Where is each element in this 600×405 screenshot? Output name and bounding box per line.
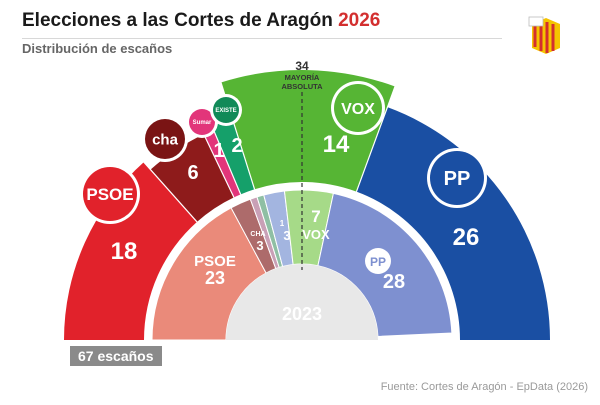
party-logo-2026-sumar-icon: Sumar — [186, 106, 218, 138]
page-subtitle: Distribución de escaños — [22, 41, 173, 56]
party-logo-2023-pp-icon — [365, 248, 391, 274]
seat-count-2026-cha: 6 — [187, 162, 198, 184]
seat-count-2026-existe: 2 — [231, 135, 242, 157]
majority-label-line2: ABSOLUTA — [281, 82, 323, 91]
party-logo-2026-vox-icon: VOX — [331, 81, 385, 135]
party-logo-2023-pp: PP — [370, 255, 386, 269]
inner-ring-year-label: 2023 — [282, 304, 322, 324]
party-logo-2026-cha-icon: cha — [142, 116, 188, 162]
seat-count-2023-cha: 3 — [256, 238, 263, 253]
seat-count-2023-vox: 7 — [311, 207, 320, 226]
total-seats-badge: 67 escaños — [70, 346, 162, 366]
seat-arc-2026-psoe — [64, 162, 198, 340]
party-logo-2023-psoe: PSOE — [194, 253, 236, 270]
party-logo-2026-existe-icon: EXISTE — [210, 94, 242, 126]
seat-separator-2026 — [192, 81, 242, 195]
party-logo-2026-psoe-icon: PSOE — [80, 164, 140, 224]
party-logo-2026-psoe-logo-text: PSOE — [86, 185, 133, 204]
seat-arc-2026-pp — [356, 107, 550, 340]
party-logo-2026-pp-icon: PP — [427, 148, 487, 208]
seat-count-2023-psoe: 23 — [205, 268, 225, 288]
party-logo-2023-cha: CHA — [250, 231, 265, 238]
party-logo-2026-pp-logo-text: PP — [444, 168, 471, 190]
party-logo-2026-sumar-logo-text: Sumar — [193, 120, 212, 126]
title-year: 2026 — [338, 10, 381, 31]
seat-arc-2026-sumar — [202, 126, 241, 198]
party-logo-2026-existe-logo-text: EXISTE — [215, 108, 236, 114]
seat-separator-2026 — [217, 72, 256, 190]
majority-value: 34 — [295, 59, 309, 73]
aragon-flag-icon — [528, 16, 560, 54]
seat-arc-2026-existe — [211, 118, 255, 195]
seat-count-2026-vox: 14 — [323, 131, 350, 158]
seat-count-2026-pp: 26 — [453, 224, 480, 251]
seat-separator-2026 — [355, 76, 400, 192]
party-logo-2026-cha-logo-text: cha — [152, 131, 179, 148]
party-logo-2026-vox-logo-text: VOX — [341, 101, 375, 118]
source-note: Fuente: Cortes de Aragón - EpData (2026) — [380, 381, 588, 393]
page-title: Elecciones a las Cortes de Aragón 2026 — [22, 10, 380, 32]
seat-count-2023-otros-small: 1 — [280, 219, 285, 228]
party-logo-2023-vox: VOX — [302, 227, 330, 242]
seat-count-2026-psoe: 18 — [111, 238, 138, 265]
seat-separator-2026 — [115, 130, 198, 223]
header-divider — [22, 38, 502, 39]
seat-count-2023-otros: 3 — [283, 228, 290, 243]
seat-count-2026-sumar: 1 — [213, 140, 224, 162]
inner-ring-center — [226, 264, 378, 340]
seat-separator-2026 — [180, 87, 235, 198]
majority-label-line1: MAYORÍA — [285, 73, 320, 82]
seat-count-2023-pp: 28 — [383, 271, 405, 293]
title-main: Elecciones a las Cortes de Aragón — [22, 10, 339, 31]
